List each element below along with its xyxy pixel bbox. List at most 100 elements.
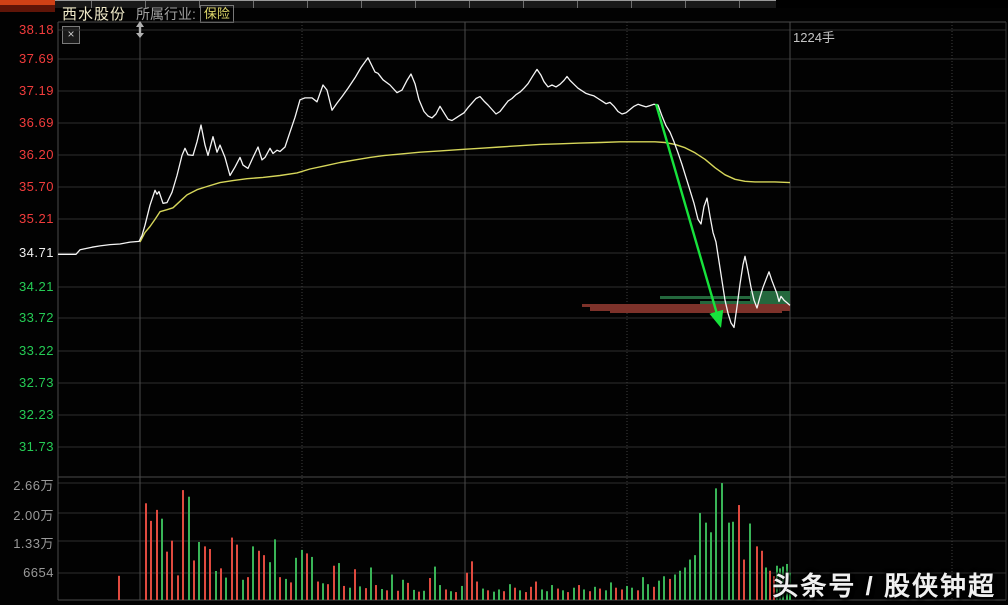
- volume-bar: [519, 590, 521, 600]
- volume-bar: [583, 589, 585, 600]
- volume-bar: [306, 553, 308, 600]
- volume-bar: [631, 587, 633, 600]
- volume-bar: [663, 576, 665, 600]
- volume-bar: [269, 562, 271, 600]
- volume-bar: [642, 577, 644, 600]
- volume-axis-label: 6654: [23, 565, 54, 580]
- volume-bar: [285, 578, 287, 600]
- volume-bar: [397, 590, 399, 600]
- price-axis-label: 36.20: [18, 147, 54, 162]
- price-axis-label: 34.71: [18, 245, 54, 260]
- volume-bar: [728, 522, 730, 600]
- volume-bar: [738, 505, 740, 600]
- volume-bar: [557, 588, 559, 600]
- volume-bar: [402, 579, 404, 600]
- time-marker-handle[interactable]: [136, 21, 144, 38]
- support-zone-red: [582, 304, 790, 307]
- volume-bar: [541, 589, 543, 600]
- volume-bar: [773, 576, 775, 600]
- volume-bar: [594, 586, 596, 600]
- volume-bar: [637, 590, 639, 600]
- accent-block: [0, 0, 55, 5]
- volume-bar: [551, 585, 553, 600]
- volume-bar: [156, 509, 158, 600]
- volume-bar: [503, 591, 505, 600]
- volume-bar: [765, 567, 767, 600]
- volume-bar: [461, 585, 463, 600]
- volume-bar: [418, 591, 420, 600]
- price-axis-label: 37.69: [18, 51, 54, 66]
- volume-bar: [236, 544, 238, 600]
- volume-bar: [177, 575, 179, 600]
- support-zone-red: [590, 307, 790, 311]
- accent-block-shadow: [0, 5, 55, 12]
- volume-bar: [749, 523, 751, 600]
- volume-bar: [756, 546, 758, 600]
- time-scrollbar[interactable]: [38, 0, 776, 8]
- volume-bar: [567, 592, 569, 600]
- volume-bar: [514, 587, 516, 600]
- cursor-volume-readout: 1224手: [793, 30, 835, 45]
- support-zone-red: [610, 311, 782, 313]
- volume-bar: [242, 579, 244, 600]
- volume-bar: [546, 591, 548, 600]
- volume-bar: [721, 483, 723, 600]
- volume-bar: [647, 584, 649, 600]
- volume-bar: [653, 586, 655, 600]
- volume-bar: [445, 589, 447, 600]
- volume-bar: [118, 575, 120, 600]
- volume-bar: [621, 589, 623, 600]
- volume-bar: [450, 591, 452, 600]
- volume-bar: [732, 521, 734, 600]
- price-axis-label: 38.18: [18, 22, 54, 37]
- volume-bar: [487, 590, 489, 600]
- stock-name: 西水股份: [62, 6, 127, 23]
- volume-bar: [782, 566, 784, 600]
- volume-bar: [525, 592, 527, 600]
- volume-bar: [530, 586, 532, 600]
- price-axis-label: 34.21: [18, 279, 54, 294]
- volume-bar: [509, 584, 511, 600]
- volume-bar: [295, 557, 297, 600]
- volume-bar: [705, 522, 707, 600]
- volume-bar: [333, 565, 335, 600]
- volume-bar: [322, 583, 324, 600]
- volume-bar: [375, 585, 377, 600]
- volume-bar: [684, 567, 686, 600]
- volume-bar: [779, 568, 781, 600]
- volume-bar: [252, 546, 254, 600]
- volume-bar: [231, 537, 233, 600]
- volume-bar: [263, 555, 265, 600]
- volume-bar: [610, 582, 612, 600]
- price-axis-label: 33.22: [18, 343, 54, 358]
- volume-bar: [301, 549, 303, 600]
- window-top-strip: [0, 0, 1008, 12]
- price-axis-label: 32.73: [18, 375, 54, 390]
- volume-bar: [359, 586, 361, 600]
- volume-bar: [423, 590, 425, 600]
- volume-axis-label: 1.33万: [13, 536, 54, 551]
- volume-bar: [498, 589, 500, 600]
- volume-bar: [674, 574, 676, 600]
- volume-bar: [391, 574, 393, 600]
- volume-bar: [573, 587, 575, 600]
- volume-bar: [365, 588, 367, 600]
- volume-bar: [354, 569, 356, 600]
- volume-bar: [198, 541, 200, 600]
- volume-bar: [786, 563, 788, 600]
- chart-header: 西水股份 所属行业: 保险: [62, 3, 234, 24]
- volume-bar: [188, 496, 190, 600]
- volume-bar: [578, 585, 580, 600]
- volume-bar: [381, 589, 383, 600]
- volume-bar: [343, 585, 345, 600]
- volume-bar: [274, 539, 276, 600]
- volume-axis-label: 2.66万: [13, 478, 54, 493]
- average-price-line: [139, 141, 791, 243]
- volume-bar: [476, 581, 478, 600]
- price-axis-label: 35.21: [18, 211, 54, 226]
- volume-bar: [434, 566, 436, 600]
- volume-bar: [669, 578, 671, 600]
- volume-bar: [710, 532, 712, 600]
